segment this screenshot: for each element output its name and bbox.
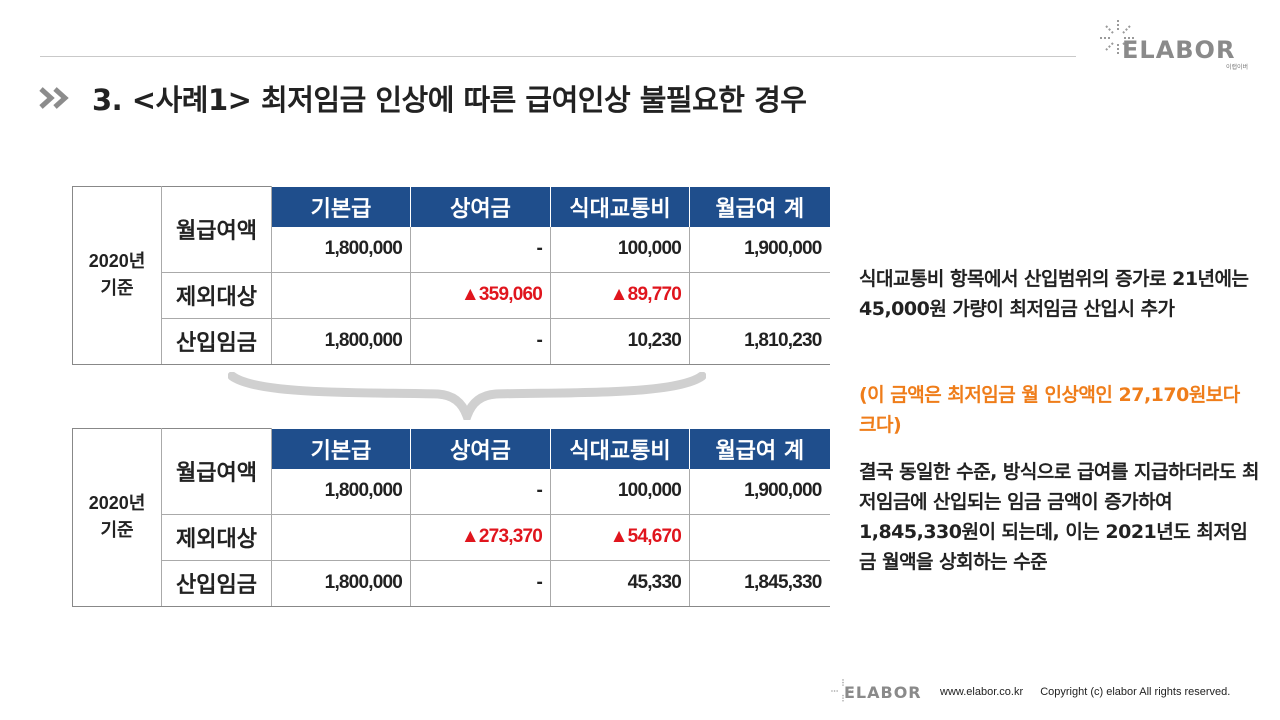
col-header-meal-transport: 식대교통비 [550,428,690,469]
wage-table-1: 2020년 기준 월급여액 기본급 상여금 식대교통비 월급여 계 1,800,… [72,186,830,365]
footer-url[interactable]: www.elabor.co.kr [940,686,1024,698]
cell-value: - [410,226,551,273]
cell-value: - [410,560,551,607]
double-chevron-icon [39,87,69,109]
logo-subtext: 이랩이버 [1226,64,1249,71]
sparkle-icon [831,679,855,703]
table-row: 산입임금 1,800,000 - 45,330 1,845,330 [73,560,830,607]
cell-value: 1,900,000 [689,226,830,273]
footer-text: www.elabor.co.kr Copyright (c) elabor Al… [940,686,1244,698]
col-header-base-pay: 기본급 [271,428,411,469]
table-row: 산입임금 1,800,000 - 10,230 1,810,230 [73,318,830,365]
wage-table-2: 2020년 기준 월급여액 기본급 상여금 식대교통비 월급여 계 1,800,… [72,428,830,607]
cell-value: 10,230 [550,318,690,365]
table-row: 제외대상 ▲273,370 ▲54,670 [73,514,830,561]
cell-value: 1,800,000 [271,560,411,607]
explanation-note-1: 식대교통비 항목에서 산입범위의 증가로 21년에는 45,000원 가량이 최… [859,268,1249,320]
cell-value-negative: ▲273,370 [410,514,551,561]
cell-value-negative: ▲54,670 [550,514,690,561]
cell-value [689,272,830,319]
cell-value [271,514,411,561]
cell-value: 1,800,000 [271,468,411,515]
elabor-logo: ELABOR 이랩이버 [1098,18,1268,71]
year-label: 2020년 기준 [72,428,162,607]
explanation-note-highlight: (이 금액은 최저임금 월 인상액인 27,170원보다 크다) [859,384,1240,436]
down-brace-connector [228,372,706,420]
cell-value: 1,810,230 [689,318,830,365]
footer-logo: ELABOR [830,676,930,706]
cell-value: - [410,318,551,365]
cell-value: 1,800,000 [271,318,411,365]
cell-value: 1,900,000 [689,468,830,515]
cell-value: 100,000 [550,468,690,515]
row-label-excluded: 제외대상 [161,514,272,561]
logo-wordmark: ELABOR [1122,36,1236,64]
cell-value: 1,845,330 [689,560,830,607]
cell-value: 1,800,000 [271,226,411,273]
year-label-line2: 기준 [100,278,134,299]
col-header-monthly-total: 월급여 계 [689,186,830,227]
cell-value-negative: ▲359,060 [410,272,551,319]
row-label-excluded: 제외대상 [161,272,272,319]
table-row: 제외대상 ▲359,060 ▲89,770 [73,272,830,319]
col-header-base-pay: 기본급 [271,186,411,227]
table-row: 1,800,000 - 100,000 1,900,000 [73,468,830,515]
year-label-line1: 2020년 [88,251,146,272]
cell-value: 45,330 [550,560,690,607]
col-header-meal-transport: 식대교통비 [550,186,690,227]
top-divider [40,56,1076,57]
row-label-monthly-pay: 월급여액 [161,186,272,273]
year-label: 2020년 기준 [72,186,162,365]
year-label-line1: 2020년 [88,493,146,514]
cell-value [689,514,830,561]
col-header-bonus: 상여금 [410,186,551,227]
row-label-monthly-pay: 월급여액 [161,428,272,515]
sparkle-icon [1100,20,1136,56]
cell-value: - [410,468,551,515]
page-title: 3. <사례1> 최저임금 인상에 따른 급여인상 불필요한 경우 [92,83,807,117]
row-label-included-wage: 산입임금 [161,560,272,607]
explanation-note-2: 결국 동일한 수준, 방식으로 급여를 지급하더라도 최저임금에 산입되는 임금… [859,461,1260,573]
table-row: 1,800,000 - 100,000 1,900,000 [73,226,830,273]
footer-copyright: Copyright (c) elabor All rights reserved… [1040,686,1231,698]
col-header-monthly-total: 월급여 계 [689,428,830,469]
row-label-included-wage: 산입임금 [161,318,272,365]
year-label-line2: 기준 [100,520,134,541]
col-header-bonus: 상여금 [410,428,551,469]
cell-value [271,272,411,319]
cell-value-negative: ▲89,770 [550,272,690,319]
cell-value: 100,000 [550,226,690,273]
footer-logo-wordmark: ELABOR [844,683,922,702]
title-row: 3. <사례1> 최저임금 인상에 따른 급여인상 불필요한 경우 [38,78,807,118]
